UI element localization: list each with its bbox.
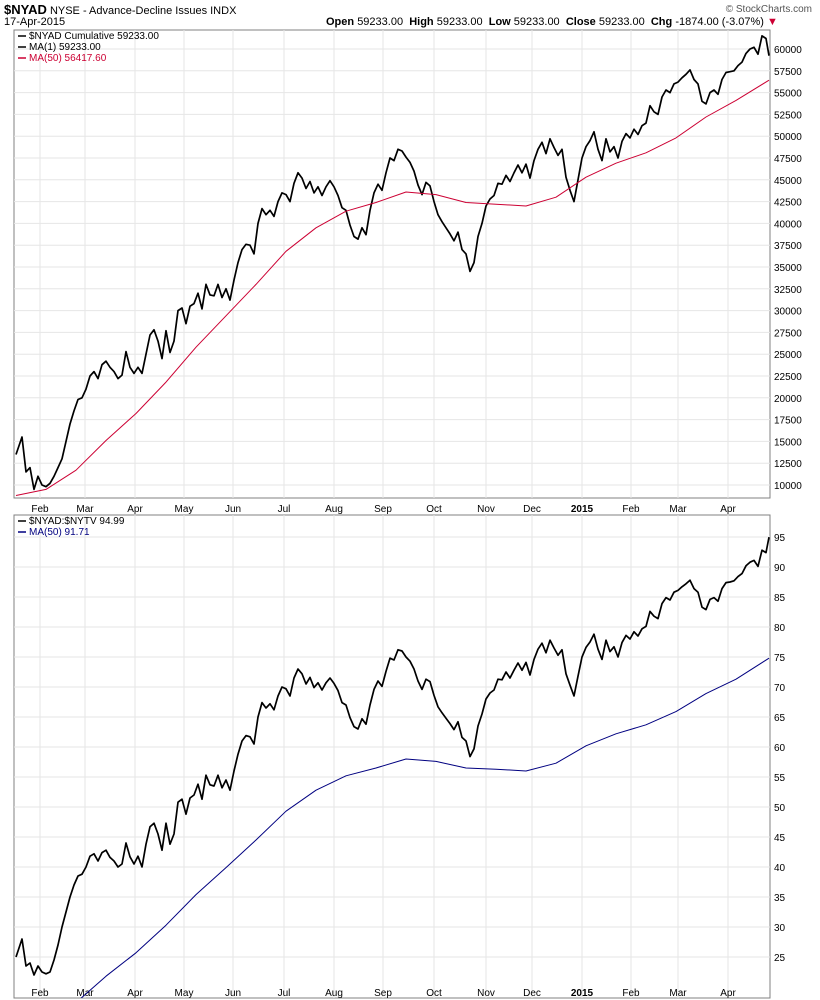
x-tick-label: 2015 xyxy=(571,504,594,515)
x-tick-label: Jul xyxy=(278,504,291,515)
y-tick-label: 22500 xyxy=(774,372,802,383)
symbol-title: $NYAD NYSE - Advance-Decline Issues INDX xyxy=(4,3,236,18)
symbol: $NYAD xyxy=(4,2,47,17)
legend-entry: $NYAD:$NYTV 94.99 xyxy=(29,516,125,527)
symbol-description: NYSE - Advance-Decline Issues INDX xyxy=(49,5,237,17)
x-tick-label: Feb xyxy=(622,504,640,515)
x-tick-label: Dec xyxy=(523,504,541,515)
chg-value: -1874.00 (-3.07%) xyxy=(675,16,764,28)
open-value: 59233.00 xyxy=(357,16,404,28)
low-value: 59233.00 xyxy=(513,16,560,28)
y-tick-label: 40000 xyxy=(774,219,802,230)
x-tick-label: Feb xyxy=(31,504,49,515)
x-tick-label: Apr xyxy=(720,504,736,515)
x-tick-label: Jun xyxy=(225,988,241,999)
y-tick-label: 60000 xyxy=(774,45,802,56)
x-tick-label: 2015 xyxy=(571,988,594,999)
y-tick-label: 85 xyxy=(774,593,786,604)
x-tick-label: Oct xyxy=(426,988,442,999)
chg-down-icon: ▼ xyxy=(767,16,778,28)
y-tick-label: 70 xyxy=(774,683,786,694)
bottom-panel: 95 90 85 80 75 70 65 60 55 50 45 40 35 30 25 Feb Mar Apr M… xyxy=(13,514,786,999)
legend-entry: MA(50) 91.71 xyxy=(29,527,90,538)
watermark: © StockCharts.com xyxy=(725,4,812,15)
top-panel: 60000 57500 55000 52500 50000 47500 45000 42500… xyxy=(13,29,802,515)
y-tick-label: 90 xyxy=(774,563,786,574)
ma50-line xyxy=(80,657,770,998)
x-tick-label: Mar xyxy=(669,988,687,999)
x-tick-label: Dec xyxy=(523,988,541,999)
y-tick-label: 50000 xyxy=(774,132,802,143)
x-tick-label: Sep xyxy=(374,988,392,999)
x-tick-label: Mar xyxy=(669,504,687,515)
x-tick-label: Mar xyxy=(76,988,94,999)
close-label: Close xyxy=(565,16,596,28)
x-tick-label: May xyxy=(175,504,194,515)
x-tick-label: May xyxy=(175,988,194,999)
close-value: 59233.00 xyxy=(598,16,645,28)
y-tick-label: 17500 xyxy=(774,416,802,427)
x-tick-label: Nov xyxy=(477,988,495,999)
y-tick-label: 60 xyxy=(774,743,786,754)
y-tick-label: 25000 xyxy=(774,350,802,361)
x-tick-label: Feb xyxy=(31,988,49,999)
open-label: Open xyxy=(326,16,355,28)
y-tick-label: 12500 xyxy=(774,459,802,470)
legend-entry: $NYAD Cumulative 59233.00 xyxy=(29,31,159,42)
x-tick-label: Aug xyxy=(325,988,343,999)
ohlc-values: Open 59233.00 High 59233.00 Low 59233.00… xyxy=(326,16,778,29)
high-value: 59233.00 xyxy=(436,16,483,28)
x-tick-label: Apr xyxy=(720,988,736,999)
plot-frame xyxy=(13,29,771,499)
y-tick-label: 37500 xyxy=(774,241,802,252)
legend-entry: MA(1) 59233.00 xyxy=(29,42,101,53)
x-tick-label: Apr xyxy=(127,988,143,999)
ma50-line xyxy=(15,79,770,496)
y-tick-label: 65 xyxy=(774,713,786,724)
y-tick-label: 15000 xyxy=(774,437,802,448)
y-tick-label: 35 xyxy=(774,893,786,904)
y-tick-label: 52500 xyxy=(774,110,802,121)
x-tick-label: Mar xyxy=(76,504,94,515)
y-tick-label: 47500 xyxy=(774,154,802,165)
high-label: High xyxy=(409,16,434,28)
y-tick-label: 80 xyxy=(774,623,786,634)
y-tick-label: 55000 xyxy=(774,89,802,100)
plot-frame xyxy=(13,514,771,999)
y-tick-label: 45 xyxy=(774,833,786,844)
y-tick-label: 42500 xyxy=(774,198,802,209)
y-tick-label: 95 xyxy=(774,533,786,544)
y-tick-label: 40 xyxy=(774,863,786,874)
y-tick-label: 75 xyxy=(774,653,786,664)
price-line xyxy=(15,536,770,976)
x-tick-label: Jul xyxy=(278,988,291,999)
y-tick-label: 25 xyxy=(774,953,786,964)
x-tick-label: Feb xyxy=(622,988,640,999)
x-tick-label: Aug xyxy=(325,504,343,515)
y-tick-label: 27500 xyxy=(774,328,802,339)
y-tick-label: 32500 xyxy=(774,285,802,296)
y-tick-label: 30000 xyxy=(774,307,802,318)
x-tick-label: Oct xyxy=(426,504,442,515)
chart-date: 17-Apr-2015 xyxy=(4,16,66,28)
y-tick-label: 20000 xyxy=(774,394,802,405)
y-tick-label: 55 xyxy=(774,773,786,784)
legend-entry: MA(50) 56417.60 xyxy=(29,53,107,64)
y-tick-label: 35000 xyxy=(774,263,802,274)
y-tick-label: 45000 xyxy=(774,176,802,187)
x-tick-label: Jun xyxy=(225,504,241,515)
x-tick-label: Sep xyxy=(374,504,392,515)
y-tick-label: 30 xyxy=(774,923,786,934)
y-tick-label: 10000 xyxy=(774,481,802,492)
x-tick-label: Apr xyxy=(127,504,143,515)
chg-label: Chg xyxy=(650,16,673,28)
price-line xyxy=(15,35,770,491)
x-tick-label: Nov xyxy=(477,504,495,515)
y-tick-label: 50 xyxy=(774,803,786,814)
y-tick-label: 57500 xyxy=(774,67,802,78)
low-label: Low xyxy=(488,16,511,28)
